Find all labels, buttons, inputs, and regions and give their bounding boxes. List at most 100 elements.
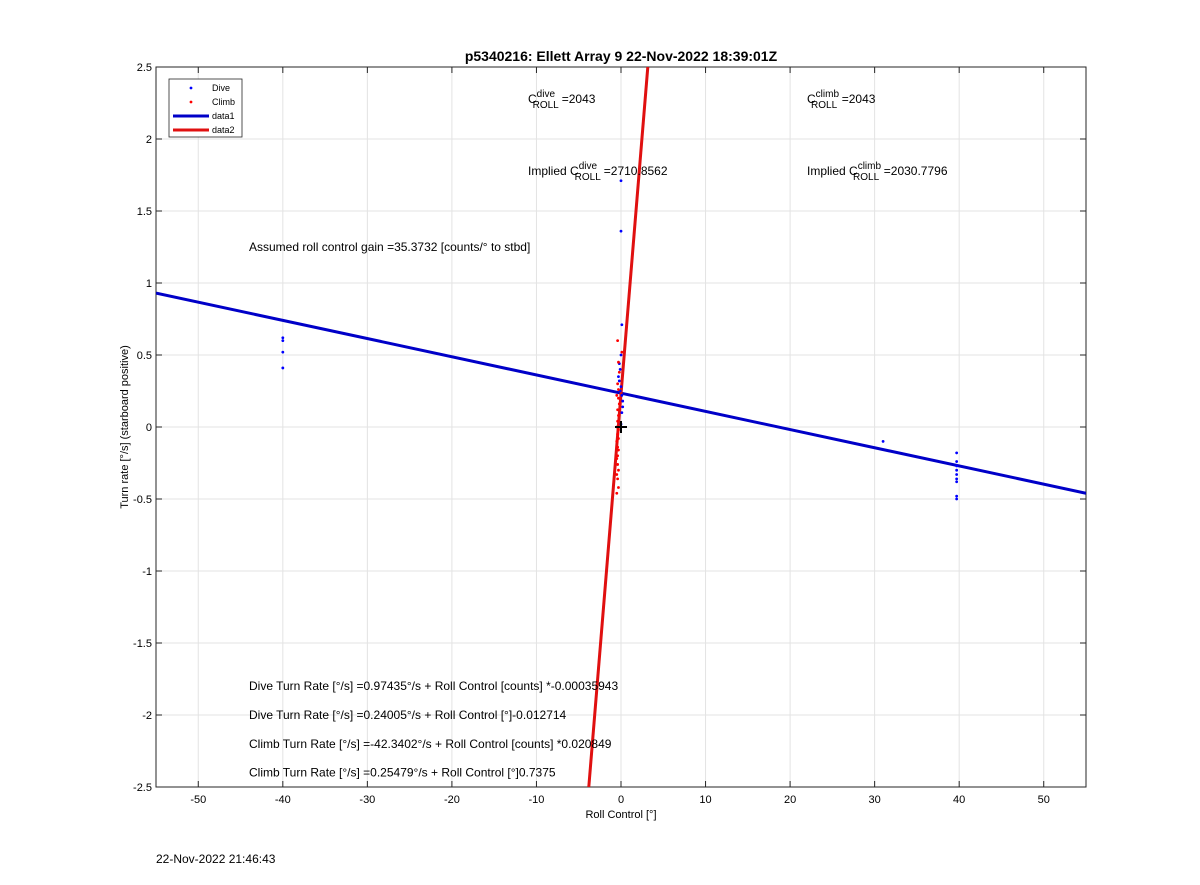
x-tick-label: -40 — [275, 794, 291, 806]
data-point-climb — [616, 339, 620, 342]
annotation-eq2: Dive Turn Rate [°/s] =0.24005°/s + Roll … — [249, 708, 567, 722]
annotation-eq4: Climb Turn Rate [°/s] =0.25479°/s + Roll… — [249, 766, 556, 780]
data-point-dive — [619, 179, 623, 183]
data-point-dive — [955, 464, 959, 468]
y-axis-label: Turn rate [°/s] (starboard positive) — [119, 345, 131, 509]
x-tick-label: -50 — [190, 794, 206, 806]
data-point-dive — [620, 323, 624, 327]
data-point-climb — [617, 388, 620, 391]
data-point-climb — [616, 408, 620, 412]
implied-c-roll-dive: Implied Cdive ROLL =2710.8562 — [528, 161, 668, 183]
data-point-dive — [281, 336, 285, 340]
data-point-climb — [615, 393, 619, 397]
annotation-eq1: Dive Turn Rate [°/s] =0.97435°/s + Roll … — [249, 679, 618, 693]
y-tick-label: -2.5 — [133, 782, 152, 794]
data-point-dive — [955, 473, 959, 476]
data-point-climb — [617, 468, 620, 472]
data-point-dive — [881, 440, 885, 443]
legend-label-climb: Climb — [212, 97, 235, 107]
annotation-gain: Assumed roll control gain =35.3732 [coun… — [249, 240, 530, 254]
x-tick-label: 0 — [618, 794, 624, 806]
data-point-dive — [619, 385, 623, 389]
data-point-dive — [955, 480, 959, 484]
legend-box — [168, 78, 243, 138]
data-point-dive — [281, 350, 285, 354]
data-point-dive — [620, 393, 624, 397]
footer-timestamp: 22-Nov-2022 21:46:43 — [156, 852, 276, 866]
data-point-climb — [617, 370, 621, 374]
data-point-climb — [616, 454, 620, 458]
data-point-climb — [616, 463, 620, 466]
data-point-dive — [281, 339, 285, 342]
data-point-climb — [616, 445, 620, 449]
data-point-climb — [615, 457, 619, 461]
data-point-climb — [617, 428, 620, 432]
annotation-eq3: Climb Turn Rate [°/s] =-42.3402°/s + Rol… — [249, 737, 612, 751]
y-tick-label: 1 — [146, 278, 152, 290]
data-point-climb — [617, 437, 620, 440]
data-point-dive — [955, 468, 959, 472]
data-point-climb — [617, 402, 621, 406]
x-tick-label: -30 — [359, 794, 375, 806]
legend: Dive Climb data1 data2 — [168, 78, 243, 138]
data-point-dive — [619, 229, 623, 233]
annotation-layer: Cdive ROLL =2043 Cclimb ROLL =2043 Implied Cdi… — [249, 89, 948, 780]
legend-marker-dive — [189, 86, 193, 90]
data-point-dive — [620, 411, 624, 414]
data-point-climb — [617, 486, 620, 489]
legend-label-data1: data1 — [212, 111, 235, 121]
implied-c-roll-climb: Implied Cclimb ROLL =2030.7796 — [807, 161, 948, 183]
data-point-climb — [620, 350, 624, 354]
data-point-dive — [618, 368, 622, 371]
y-tick-label: -1.5 — [133, 638, 152, 650]
data-point-climb — [617, 414, 620, 417]
c-roll-climb: Cclimb ROLL =2043 — [807, 89, 876, 111]
data-point-dive — [621, 399, 625, 403]
data-point-climb — [617, 448, 620, 452]
c-roll-dive: Cdive ROLL =2043 — [528, 89, 596, 111]
axes: -50 -40 -30 -20 -10 0 10 20 30 40 50-2.5-2-1.5-1-0… — [133, 62, 1086, 806]
data-point-dive — [621, 405, 625, 409]
data-point-dive — [617, 375, 620, 378]
data-point-dive — [955, 451, 959, 455]
data-point-dive — [955, 494, 959, 498]
legend-label-data2: data2 — [212, 125, 235, 135]
x-tick-label: 50 — [1038, 794, 1050, 806]
x-tick-label: 10 — [699, 794, 711, 806]
y-tick-label: -1 — [142, 566, 152, 578]
data-point-climb — [616, 419, 620, 423]
y-tick-label: 2 — [146, 134, 152, 146]
data-point-dive — [955, 460, 959, 463]
data-point-climb — [615, 473, 619, 476]
data-point-climb — [616, 432, 620, 436]
chart-title: p5340216: Ellett Array 9 22-Nov-2022 18:… — [465, 48, 778, 64]
origin-marker — [615, 421, 627, 433]
legend-marker-climb — [189, 100, 193, 104]
x-axis-label: Roll Control [°] — [585, 809, 656, 821]
y-tick-label: 2.5 — [137, 62, 152, 74]
data-point-dive — [617, 379, 621, 383]
legend-label-dive: Dive — [212, 83, 230, 93]
data-point-climb — [615, 440, 619, 443]
data-point-climb — [616, 477, 620, 481]
data-point-dive — [955, 497, 959, 501]
data-point-climb — [617, 396, 620, 400]
data-point-dive — [619, 353, 623, 357]
data-point-climb — [615, 491, 619, 495]
x-tick-label: 40 — [953, 794, 965, 806]
data-point-climb — [616, 382, 620, 386]
x-tick-label: -10 — [529, 794, 545, 806]
y-tick-label: -2 — [142, 710, 152, 722]
x-tick-label: -20 — [444, 794, 460, 806]
x-tick-label: 20 — [784, 794, 796, 806]
data-point-dive — [955, 477, 959, 481]
data-point-dive — [281, 366, 285, 370]
y-tick-label: 0.5 — [137, 350, 152, 362]
x-tick-label: 30 — [869, 794, 881, 806]
y-tick-label: 0 — [146, 422, 152, 434]
y-tick-label: 1.5 — [137, 206, 152, 218]
data-point-climb — [617, 360, 620, 364]
series-layer — [156, 67, 1086, 787]
